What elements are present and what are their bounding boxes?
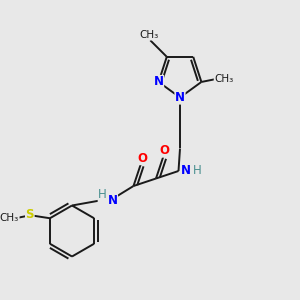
Text: CH₃: CH₃ [139, 30, 158, 40]
Text: CH₃: CH₃ [0, 213, 19, 223]
Text: O: O [137, 152, 147, 165]
Text: N: N [154, 76, 164, 88]
Text: O: O [159, 144, 170, 157]
Text: N: N [181, 164, 191, 177]
Text: CH₃: CH₃ [214, 74, 233, 84]
Text: N: N [107, 194, 118, 208]
Text: N: N [175, 91, 185, 104]
Text: H: H [98, 188, 107, 202]
Text: H: H [193, 164, 202, 177]
Text: S: S [26, 208, 34, 221]
